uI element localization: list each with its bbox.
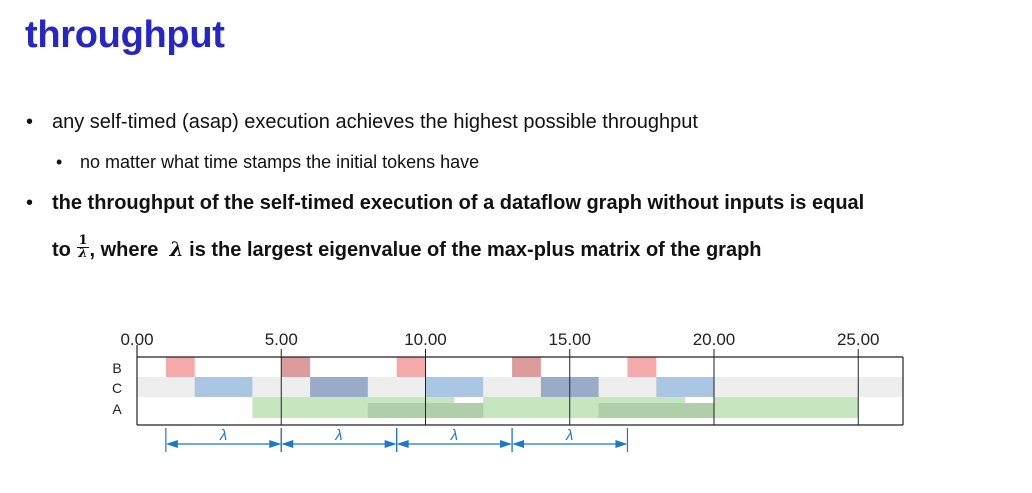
firing-c: [656, 377, 714, 397]
firing-a: [714, 397, 859, 418]
tick-label: 15.00: [548, 330, 591, 349]
bullet-text-rest: is the largest eigenvalue of the max-plu…: [189, 239, 762, 261]
bullet-text: any self-timed (asap) execution achieves…: [52, 111, 698, 133]
period-arrowhead-left: [281, 440, 294, 448]
tick-label: 5.00: [265, 330, 298, 349]
tick-label: 0.00: [120, 330, 153, 349]
period-arrowhead-left: [396, 440, 409, 448]
period-label-lambda: λ: [450, 427, 458, 444]
bullet-dot: •: [26, 111, 34, 133]
row-label-b: B: [112, 360, 121, 376]
fraction-denominator: λ: [78, 246, 88, 262]
bullet-throughput-eigenvalue-line2: to 1 λ , where λ is the largest eigenval…: [52, 233, 762, 263]
tick-label: 25.00: [837, 330, 880, 349]
sub-bullet-time-stamps: • no matter what time stamps the initial…: [56, 149, 480, 175]
tick-label: 20.00: [693, 330, 736, 349]
firing-b: [627, 357, 657, 377]
row-label-a: A: [112, 401, 122, 417]
bullet-comma: ,: [89, 239, 96, 261]
bullet-text: no matter what time stamps the initial t…: [80, 152, 480, 172]
fraction-numerator: 1: [77, 233, 89, 249]
period-arrowhead-right: [269, 440, 282, 448]
firing-b: [396, 357, 426, 377]
row-label-c: C: [112, 380, 122, 396]
period-arrowhead-right: [615, 440, 628, 448]
period-arrowhead-left: [512, 440, 525, 448]
firing-c: [425, 377, 484, 397]
firing-b: [165, 357, 195, 377]
lambda-symbol: λ: [169, 237, 184, 261]
bullet-self-timed: • any self-timed (asap) execution achiev…: [26, 109, 698, 135]
firing-c: [194, 377, 253, 397]
firing-b: [281, 357, 311, 377]
period-arrowhead-left: [165, 440, 178, 448]
period-arrowhead-right: [384, 440, 397, 448]
bullet-text-line1: the throughput of the self-timed executi…: [52, 192, 865, 214]
period-label-lambda: λ: [334, 427, 342, 444]
bullet-throughput-eigenvalue: • the throughput of the self-timed execu…: [26, 190, 1022, 216]
tick-label: 10.00: [404, 330, 447, 349]
bullet-text-to: to: [52, 239, 71, 261]
bullet-dot: •: [26, 192, 34, 214]
slide-title: throughput: [25, 14, 225, 56]
one-over-lambda-fraction: 1 λ: [77, 233, 89, 262]
firing-b: [512, 357, 541, 377]
bullet-dot: •: [56, 152, 63, 172]
period-label-lambda: λ: [219, 427, 227, 444]
bullet-text-where: where: [100, 239, 159, 261]
firing-c: [310, 377, 368, 397]
period-arrowhead-right: [500, 440, 513, 448]
period-label-lambda: λ: [565, 427, 573, 444]
